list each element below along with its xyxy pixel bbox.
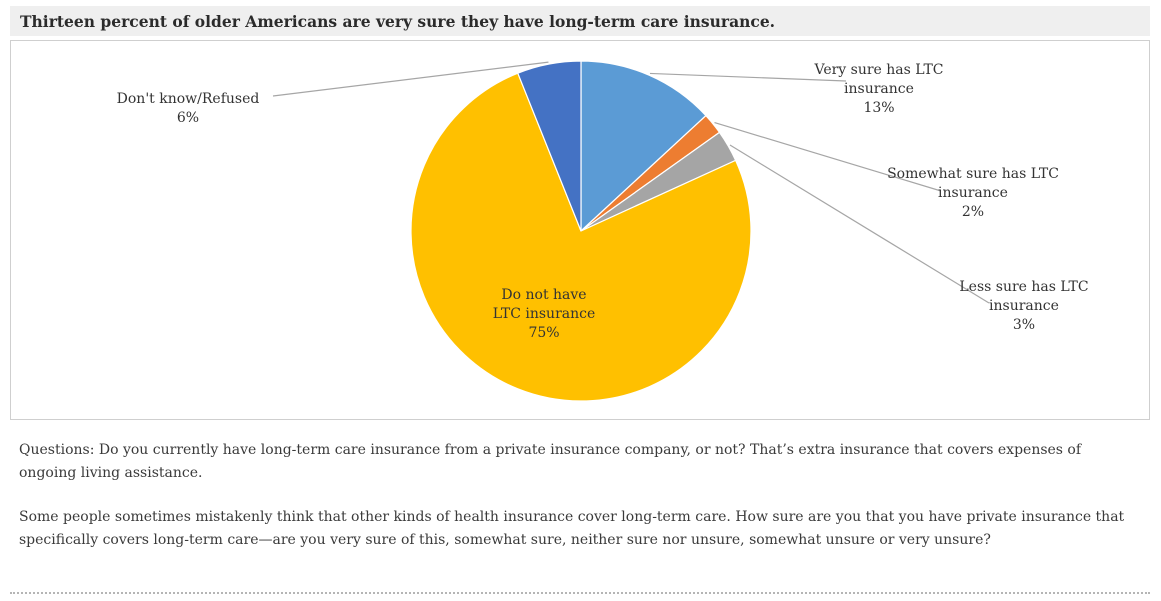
chart-area: Very sure has LTC insurance 13% Somewhat su… (10, 40, 1150, 420)
slice-name-label: LTC insurance (493, 306, 596, 322)
chart-title: Thirteen percent of older Americans are … (10, 6, 1150, 36)
slice-name-label: Less sure has LTC (959, 279, 1088, 295)
slice-value-label: 75% (528, 325, 559, 341)
slice-label-less-sure-has-ltc-insurance: Less sure has LTC insurance 3% (959, 279, 1088, 333)
pie-slice-don-t-know-refused (517, 60, 582, 232)
leader-line-don-t-know-refused (272, 61, 549, 97)
slice-value-label: 3% (1013, 317, 1035, 333)
question-notes: Questions: Do you currently have long-te… (19, 439, 1129, 573)
slice-name-label: Do not have (501, 287, 586, 303)
slice-label-very-sure-has-ltc-insurance: Very sure has LTC insurance 13% (814, 62, 944, 116)
slice-name-label: Very sure has LTC (814, 62, 944, 78)
slice-name-label: insurance (844, 81, 914, 97)
bottom-divider (10, 592, 1150, 594)
slice-name-label: insurance (989, 298, 1059, 314)
question-text-2: Some people sometimes mistakenly think t… (19, 509, 1125, 548)
pie-chart: Very sure has LTC insurance 13% Somewhat su… (117, 60, 1089, 402)
slice-value-label: 13% (863, 100, 894, 116)
pie-slice-very-sure-has-ltc-insurance (580, 60, 707, 233)
leader-line-very-sure-has-ltc-insurance (649, 72, 847, 82)
slice-value-label: 6% (177, 110, 199, 126)
slice-label-do-not-have-ltc-insurance: Do not have LTC insurance 75% (493, 287, 596, 341)
slice-name-label: Somewhat sure has LTC (887, 166, 1059, 182)
pie-slice-do-not-have-ltc-insurance (410, 72, 752, 402)
slice-value-label: 2% (962, 204, 984, 220)
leader-line-somewhat-sure-has-ltc-insurance (714, 121, 942, 192)
slice-label-somewhat-sure-has-ltc-insurance: Somewhat sure has LTC insurance 2% (887, 166, 1059, 220)
slice-name-label: Don't know/Refused (117, 91, 260, 107)
slice-label-don-t-know-refused: Don't know/Refused 6% (117, 91, 260, 126)
leader-line-less-sure-has-ltc-insurance (729, 144, 990, 304)
slice-name-label: insurance (938, 185, 1008, 201)
question-text-1: Questions: Do you currently have long-te… (19, 442, 1082, 481)
